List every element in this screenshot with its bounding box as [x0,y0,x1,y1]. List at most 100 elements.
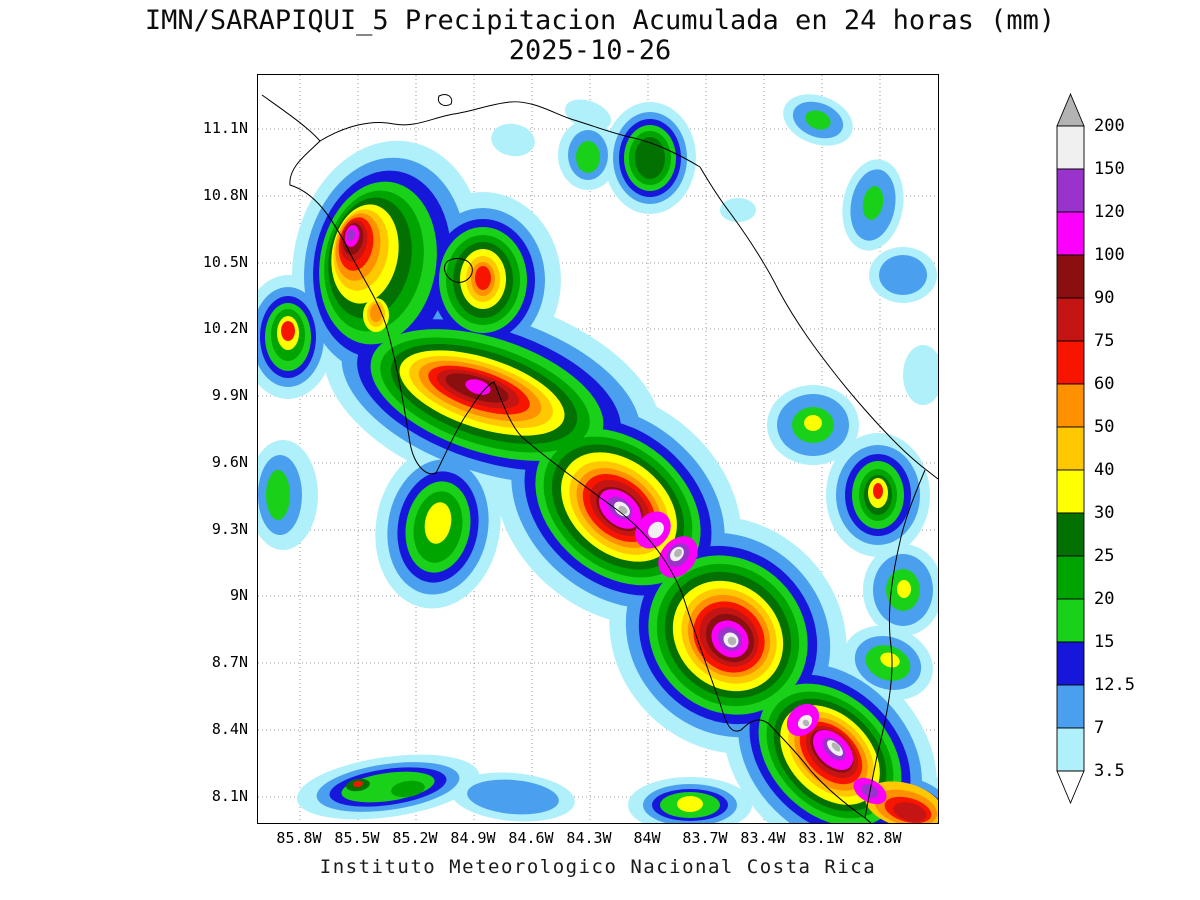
coastline [319,101,701,168]
colorbar-band-40mm [1056,426,1085,471]
lat-tick-label: 10.2N [202,319,248,337]
precip-contour-cell-3.5mm [491,123,535,157]
lat-tick-label: 9.6N [211,453,248,471]
precip-contour-cell-15mm [266,470,290,520]
precip-contour-cell-50mm [370,304,382,322]
colorbar-band-50mm [1056,383,1085,428]
precip-contour-cell-25mm [635,137,665,179]
lat-tick-label: 8.4N [211,720,248,738]
colorbar-band-25mm [1056,512,1085,557]
precip-contour-cell-20mm [391,780,425,798]
precip-contour-cell-200mm [831,742,841,752]
colorbar [1054,92,1088,808]
colorbar-band-100mm [1056,211,1085,256]
lon-tick-label: 83.4W [740,829,786,847]
plot-title: IMN/SARAPIQUI_5 Precipitacion Acumulada … [144,5,1056,36]
lon-tick-label: 83.1W [798,829,844,847]
precip-contour-cell-30mm [880,652,900,668]
lat-tick-label: 10.8N [202,186,248,204]
colorbar-band-90mm [1056,254,1085,299]
lat-tick-label: 8.7N [211,653,248,671]
precip-contour-cell-3.5mm [903,345,938,405]
precip-contour-cell-3.5mm [720,198,756,222]
precip-contour-cell-15mm [576,141,600,173]
coastline [437,94,453,107]
colorbar-above-max-arrow [1056,92,1085,127]
colorbar-level-label: 20 [1094,589,1115,609]
coastline [261,94,872,823]
lon-tick-label: 84.3W [566,829,612,847]
colorbar-level-label: 15 [1094,632,1115,652]
coastline [444,258,473,283]
colorbar-below-min-arrow [1056,770,1085,805]
colorbar-band-12.5mm [1056,641,1085,686]
colorbar-level-label: 12.5 [1094,675,1135,695]
lon-tick-label: 84.9W [450,829,496,847]
coastline [699,166,938,480]
colorbar-band-60mm [1056,340,1085,385]
precip-contour-cell-7mm [467,779,559,815]
map-plot-area [257,74,939,824]
lat-tick-label: 9.9N [211,386,248,404]
precip-contour-cell-60mm [281,321,295,341]
colorbar-band-20mm [1056,555,1085,600]
colorbar-level-label: 100 [1094,245,1125,265]
colorbar-band-3.5mm [1056,727,1085,772]
colorbar-band-150mm [1056,125,1085,170]
lat-tick-label: 9.3N [211,520,248,538]
colorbar-level-label: 50 [1094,417,1115,437]
lat-tick-label: 8.1N [211,787,248,805]
colorbar-level-label: 150 [1094,159,1125,179]
plot-date: 2025-10-26 [508,35,672,66]
precip-contour-cell-200mm [802,719,810,727]
precip-contour-cell-150mm [648,521,664,539]
precip-contour-cell-200mm [674,548,682,558]
colorbar-scale [1056,92,1085,805]
precip-contour-cell-120mm [346,229,356,241]
colorbar-band-75mm [1056,297,1085,342]
colorbar-level-label: 120 [1094,202,1125,222]
colorbar-level-label: 60 [1094,374,1115,394]
precip-contour-cell-30mm [677,796,703,812]
colorbar-level-label: 25 [1094,546,1115,566]
lon-tick-label: 85.2W [392,829,438,847]
lon-tick-label: 85.8W [276,829,322,847]
latitude-axis: 11.1N 10.8N 10.5N 10.2N 9.9N 9.6N 9.3N 9N 8.7N 8.… [184,74,248,824]
precip-contour-cell-30mm [804,415,822,431]
lon-tick-label: 85.5W [334,829,380,847]
precip-contour-cell-30mm [897,580,911,598]
colorbar-labels: 200 150 120 100 90 75 60 50 40 30 25 20 15 12.5 7 3.5 [1094,92,1154,808]
lat-tick-label: 10.5N [202,253,248,271]
precip-contour-cell-60mm [475,266,491,290]
colorbar-level-label: 200 [1094,116,1125,136]
lon-tick-label: 83.7W [682,829,728,847]
lat-tick-label: 9N [229,586,248,604]
lon-tick-label: 84W [633,829,661,847]
precip-contour-cell-60mm [353,780,363,788]
longitude-axis: 85.8W 85.5W 85.2W 84.9W 84.6W 84.3W 84W 83.7W 83… [257,829,939,849]
lon-tick-label: 84.6W [508,829,554,847]
precip-contour-cell-75mm [893,802,927,822]
lat-tick-label: 11.1N [202,119,248,137]
lon-tick-label: 82.8W [856,829,902,847]
colorbar-band-30mm [1056,469,1085,514]
precip-contour-cell-100mm [465,379,491,395]
precip-contour-cell-15mm [862,186,884,220]
coastline [864,469,926,819]
colorbar-band-120mm [1056,168,1085,213]
precip-contour-cell-15mm [805,110,831,130]
precip-contour-cell-60mm [873,483,883,499]
colorbar-level-label: 75 [1094,331,1115,351]
colorbar-band-15mm [1056,598,1085,643]
footer-credit: Instituto Meteorologico Nacional Costa R… [319,856,877,878]
precip-contour-cell-3.5mm [564,99,612,131]
precip-contour-cell-30mm [424,502,452,544]
precipitation-map [258,75,938,823]
colorbar-level-label: 90 [1094,288,1115,308]
colorbar-level-label: 7 [1094,718,1105,738]
colorbar-level-label: 40 [1094,460,1115,480]
colorbar-level-label: 3.5 [1094,761,1125,781]
colorbar-level-label: 30 [1094,503,1115,523]
colorbar-band-7mm [1056,684,1085,729]
